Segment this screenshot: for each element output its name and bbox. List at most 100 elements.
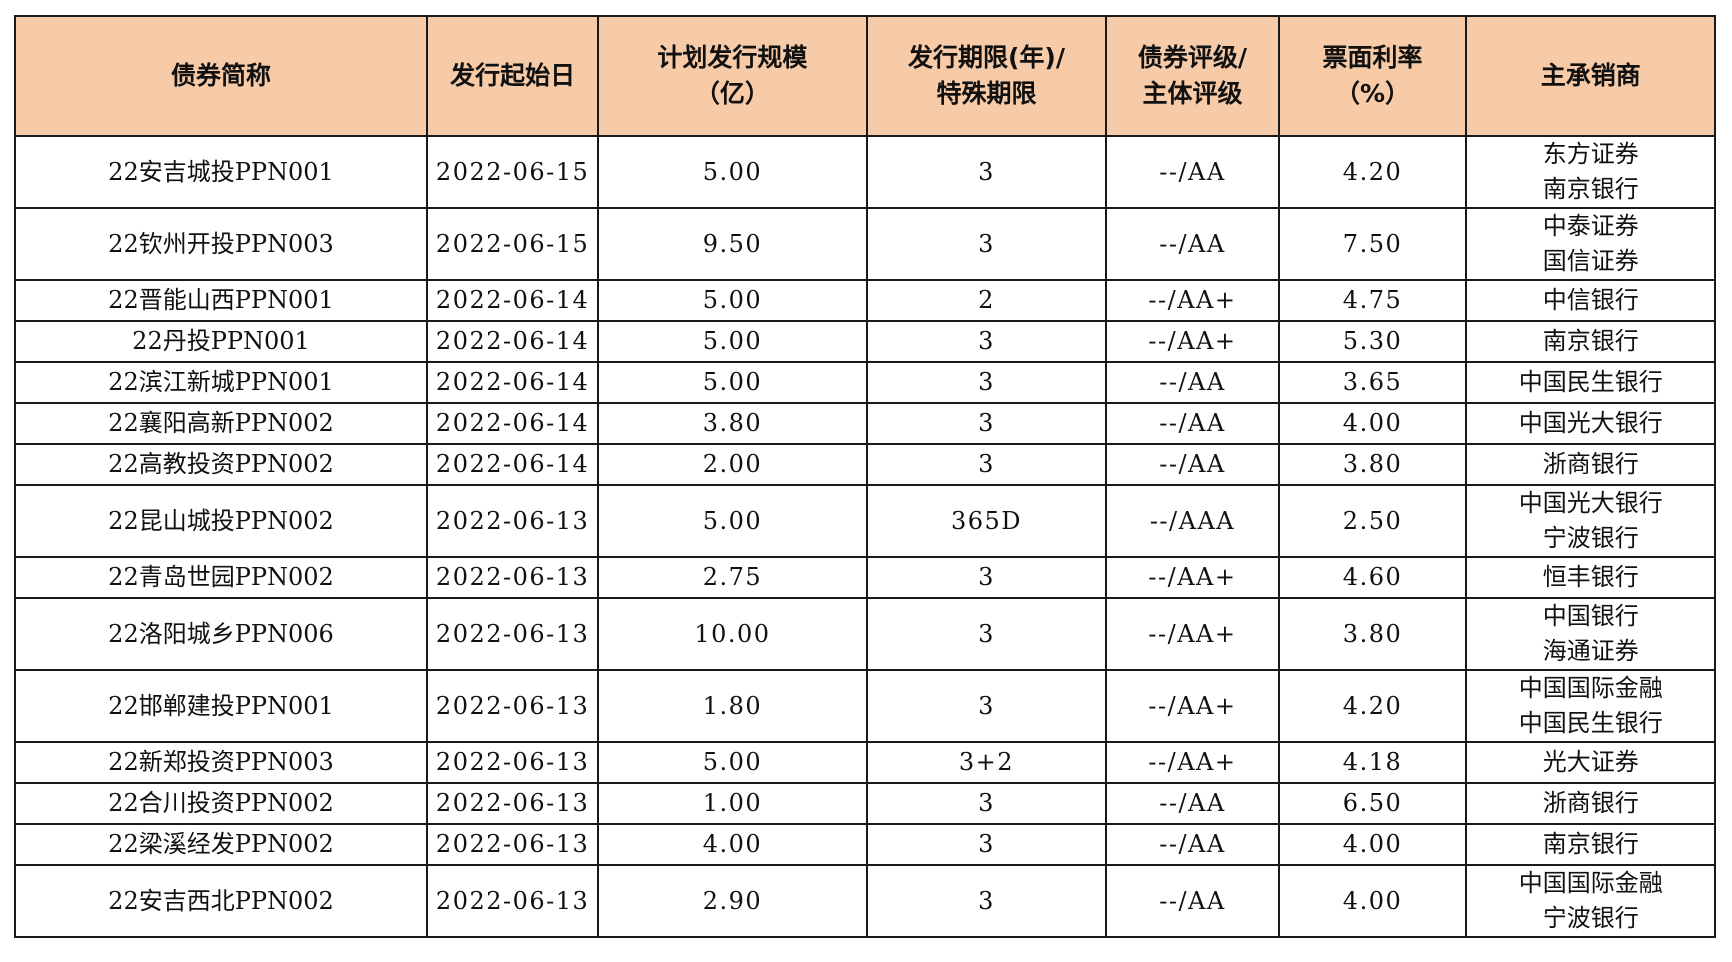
- table-row: 22滨江新城PPN001 2022-06-14 5.00 3 --/AA 3.65 中国民生…: [13, 361, 1716, 404]
- header-label: （亿）: [694, 79, 770, 108]
- cell-coupon-rate: 4.60: [1277, 556, 1468, 599]
- cell-issue-date: 2022-06-14: [426, 279, 600, 322]
- underwriter-name: 南京银行: [1542, 175, 1639, 203]
- table-row: 22洛阳城乡PPN006 2022-06-13 10.00 3 --/AA+ 3.80 中国…: [13, 597, 1716, 671]
- cell-issue-size: 5.00: [597, 135, 868, 209]
- underwriter-name: 中泰证券: [1542, 212, 1639, 240]
- cell-coupon-rate: 2.50: [1277, 484, 1468, 558]
- header-label: 主体评级: [1142, 79, 1243, 108]
- underwriter-name: 浙商银行: [1542, 789, 1639, 817]
- cell-issue-date: 2022-06-14: [426, 402, 600, 445]
- cell-bond-name: 22高教投资PPN002: [13, 443, 429, 486]
- cell-term: 3: [865, 402, 1108, 445]
- cell-issue-size: 5.00: [597, 320, 868, 363]
- header-label: 计划发行规模: [657, 43, 808, 72]
- cell-term: 3: [865, 361, 1108, 404]
- cell-rating: --/AA: [1105, 823, 1280, 866]
- cell-underwriter: 南京银行: [1465, 320, 1716, 363]
- cell-rating: --/AA+: [1105, 556, 1280, 599]
- cell-term: 3: [865, 320, 1108, 363]
- cell-term: 3: [865, 864, 1108, 938]
- cell-coupon-rate: 5.30: [1277, 320, 1468, 363]
- cell-issue-date: 2022-06-13: [426, 741, 600, 784]
- cell-issue-date: 2022-06-13: [426, 556, 600, 599]
- cell-issue-size: 1.80: [597, 669, 868, 743]
- cell-term: 3: [865, 823, 1108, 866]
- cell-term: 3: [865, 669, 1108, 743]
- header-term: 发行期限(年)/ 特殊期限: [865, 15, 1108, 137]
- cell-rating: --/AA+: [1105, 279, 1280, 322]
- cell-issue-date: 2022-06-13: [426, 597, 600, 671]
- table-row: 22新郑投资PPN003 2022-06-13 5.00 3+2 --/AA+ 4.18 光…: [13, 741, 1716, 784]
- cell-underwriter: 东方证券 南京银行: [1465, 135, 1716, 209]
- underwriter-name: 国信证券: [1542, 247, 1639, 275]
- cell-coupon-rate: 4.20: [1277, 669, 1468, 743]
- cell-underwriter: 中国国际金融 中国民生银行: [1465, 669, 1716, 743]
- cell-underwriter: 中国光大银行 宁波银行: [1465, 484, 1716, 558]
- cell-underwriter: 中信银行: [1465, 279, 1716, 322]
- cell-coupon-rate: 3.65: [1277, 361, 1468, 404]
- header-label: 主承销商: [1540, 61, 1641, 90]
- cell-coupon-rate: 4.18: [1277, 741, 1468, 784]
- cell-issue-size: 3.80: [597, 402, 868, 445]
- cell-rating: --/AA+: [1105, 320, 1280, 363]
- cell-bond-name: 22合川投资PPN002: [13, 782, 429, 825]
- table-row: 22邯郸建投PPN001 2022-06-13 1.80 3 --/AA+ 4.20 中国国…: [13, 669, 1716, 743]
- cell-rating: --/AA: [1105, 207, 1280, 281]
- cell-term: 3: [865, 556, 1108, 599]
- table-row: 22钦州开投PPN003 2022-06-15 9.50 3 --/AA 7.50 中泰证券…: [13, 207, 1716, 281]
- underwriter-name: 南京银行: [1542, 327, 1639, 355]
- table-row: 22晋能山西PPN001 2022-06-14 5.00 2 --/AA+ 4.75 中信银…: [13, 279, 1716, 322]
- cell-bond-name: 22昆山城投PPN002: [13, 484, 429, 558]
- cell-term: 3: [865, 782, 1108, 825]
- cell-underwriter: 中国民生银行: [1465, 361, 1716, 404]
- cell-coupon-rate: 3.80: [1277, 443, 1468, 486]
- table-row: 22昆山城投PPN002 2022-06-13 5.00 365D --/AAA 2.50…: [13, 484, 1716, 558]
- underwriter-name: 宁波银行: [1542, 524, 1639, 552]
- underwriter-name: 光大证券: [1542, 748, 1639, 776]
- bond-issuance-table: 债券简称 发行起始日 计划发行规模 （亿） 发行期限(年)/特殊期限 债券评级/主体评级票…: [13, 15, 1716, 938]
- cell-bond-name: 22襄阳高新PPN002: [13, 402, 429, 445]
- cell-bond-name: 22安吉城投PPN001: [13, 135, 429, 209]
- underwriter-name: 中国国际金融: [1518, 674, 1663, 702]
- cell-underwriter: 中国国际金融 宁波银行: [1465, 864, 1716, 938]
- cell-underwriter: 中国银行 海通证券: [1465, 597, 1716, 671]
- table-row: 22合川投资PPN002 2022-06-13 1.00 3 --/AA 6.50 浙商银行: [13, 782, 1716, 825]
- cell-issue-date: 2022-06-14: [426, 361, 600, 404]
- cell-coupon-rate: 4.20: [1277, 135, 1468, 209]
- cell-issue-date: 2022-06-13: [426, 484, 600, 558]
- table-row: 22青岛世园PPN002 2022-06-13 2.75 3 --/AA+ 4.60 恒丰银…: [13, 556, 1716, 599]
- header-issue-date: 发行起始日: [426, 15, 600, 137]
- table-row: 22襄阳高新PPN002 2022-06-14 3.80 3 --/AA 4.00 中国光大…: [13, 402, 1716, 445]
- cell-term: 3: [865, 135, 1108, 209]
- cell-rating: --/AA: [1105, 402, 1280, 445]
- cell-issue-size: 10.00: [597, 597, 868, 671]
- cell-bond-name: 22梁溪经发PPN002: [13, 823, 429, 866]
- cell-term: 3+2: [865, 741, 1108, 784]
- cell-coupon-rate: 7.50: [1277, 207, 1468, 281]
- cell-underwriter: 恒丰银行: [1465, 556, 1716, 599]
- cell-issue-size: 4.00: [597, 823, 868, 866]
- underwriter-name: 中国民生银行: [1518, 368, 1663, 396]
- table-row: 22高教投资PPN002 2022-06-14 2.00 3 --/AA 3.80 浙商银行: [13, 443, 1716, 486]
- cell-underwriter: 浙商银行: [1465, 443, 1716, 486]
- header-row: 债券简称 发行起始日 计划发行规模 （亿） 发行期限(年)/特殊期限 债券评级/主体评级票…: [13, 15, 1716, 137]
- header-label: 票面利率: [1322, 43, 1423, 72]
- underwriter-name: 宁波银行: [1542, 904, 1639, 932]
- cell-term: 3: [865, 597, 1108, 671]
- cell-bond-name: 22安吉西北PPN002: [13, 864, 429, 938]
- cell-issue-size: 9.50: [597, 207, 868, 281]
- underwriter-name: 中国国际金融: [1518, 869, 1663, 897]
- underwriter-name: 中国光大银行: [1518, 489, 1663, 517]
- table-row: 22安吉西北PPN002 2022-06-13 2.90 3 --/AA 4.00 中国国际…: [13, 864, 1716, 938]
- underwriter-name: 海通证券: [1542, 637, 1639, 665]
- cell-bond-name: 22洛阳城乡PPN006: [13, 597, 429, 671]
- table-row: 22梁溪经发PPN002 2022-06-13 4.00 3 --/AA 4.00 南京银行: [13, 823, 1716, 866]
- cell-underwriter: 光大证券: [1465, 741, 1716, 784]
- cell-underwriter: 南京银行: [1465, 823, 1716, 866]
- header-label: 发行期限(年)/: [907, 43, 1065, 72]
- cell-underwriter: 浙商银行: [1465, 782, 1716, 825]
- header-label: 发行起始日: [450, 61, 576, 90]
- cell-issue-size: 5.00: [597, 361, 868, 404]
- underwriter-name: 中国光大银行: [1518, 409, 1663, 437]
